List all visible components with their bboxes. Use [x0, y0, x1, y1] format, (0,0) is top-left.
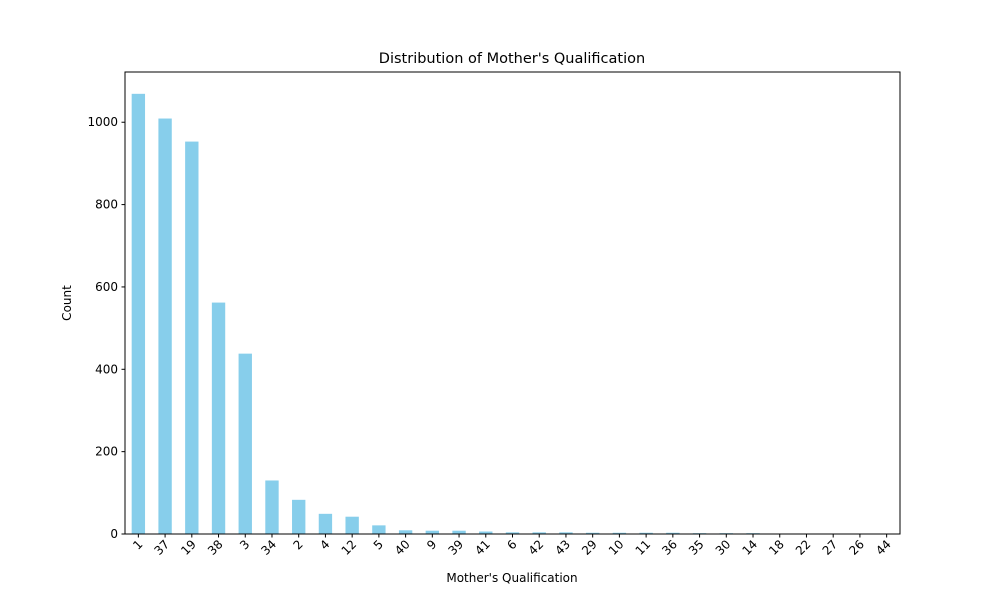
- x-tick-label: 39: [445, 537, 466, 558]
- x-tick-label: 26: [846, 537, 867, 558]
- y-axis-title: Count: [60, 285, 74, 321]
- bar-12: [345, 516, 359, 534]
- x-tick-label: 18: [766, 537, 787, 558]
- x-tick-label: 11: [633, 537, 654, 558]
- x-tick-label: 1: [130, 537, 145, 552]
- x-tick-label: 10: [606, 537, 627, 558]
- x-tick-label: 9: [424, 537, 439, 552]
- x-tick-label: 6: [504, 537, 519, 552]
- y-axis: 0 200 400 600 800 1000: [87, 115, 125, 541]
- x-tick-label: 29: [579, 537, 600, 558]
- x-tick-label: 36: [659, 537, 680, 558]
- x-tick-label: 41: [472, 537, 493, 558]
- y-tick-label: 200: [95, 445, 118, 459]
- x-tick-label: 3: [237, 537, 252, 552]
- x-tick-label: 27: [820, 537, 841, 558]
- bar-4: [318, 513, 333, 534]
- bars-group: [131, 93, 894, 534]
- y-tick-label: 1000: [87, 115, 118, 129]
- x-axis: 1 37 19 38 3 34 2 4 12 5 40 9 39 41 6 42 43 29 10 11 36 35 30 1…: [130, 534, 894, 558]
- y-tick-label: 600: [95, 280, 118, 294]
- bar-19: [185, 141, 199, 534]
- x-tick-label: 43: [552, 537, 573, 558]
- x-tick-label: 22: [793, 537, 814, 558]
- bar-36: [666, 532, 680, 534]
- x-tick-label: 14: [739, 537, 760, 558]
- bar-39: [452, 530, 466, 534]
- x-tick-label: 37: [152, 537, 173, 558]
- bar-41: [479, 531, 493, 534]
- x-tick-label: 30: [713, 537, 734, 558]
- bar-1: [131, 93, 146, 534]
- bar-29: [585, 532, 600, 534]
- x-tick-label: 40: [392, 537, 413, 558]
- bar-37: [158, 118, 172, 534]
- bar-9: [425, 530, 440, 534]
- bar-34: [265, 480, 279, 534]
- y-tick-label: 800: [95, 198, 118, 212]
- bar-38: [211, 302, 226, 534]
- bar-10: [612, 532, 627, 534]
- bar-11: [639, 532, 653, 534]
- x-tick-label: 38: [205, 537, 226, 558]
- x-tick-label: 34: [258, 537, 279, 558]
- bar-5: [372, 525, 386, 534]
- bar-43: [559, 532, 573, 534]
- x-tick-label: 44: [873, 537, 894, 558]
- x-tick-label: 12: [339, 537, 360, 558]
- x-tick-label: 4: [317, 537, 332, 552]
- x-tick-label: 42: [526, 537, 547, 558]
- bar-40: [398, 530, 413, 534]
- bar-42: [532, 532, 546, 534]
- x-tick-label: 19: [178, 537, 199, 558]
- x-tick-label: 2: [291, 537, 306, 552]
- x-tick-label: 5: [371, 537, 386, 552]
- y-tick-label: 0: [110, 527, 118, 541]
- bar-6: [505, 532, 520, 534]
- chart-title: Distribution of Mother's Qualification: [379, 51, 645, 67]
- x-axis-title: Mother's Qualification: [446, 571, 577, 585]
- bar-2: [292, 499, 306, 534]
- bar-3: [238, 353, 252, 534]
- y-tick-label: 400: [95, 362, 118, 376]
- x-tick-label: 35: [686, 537, 707, 558]
